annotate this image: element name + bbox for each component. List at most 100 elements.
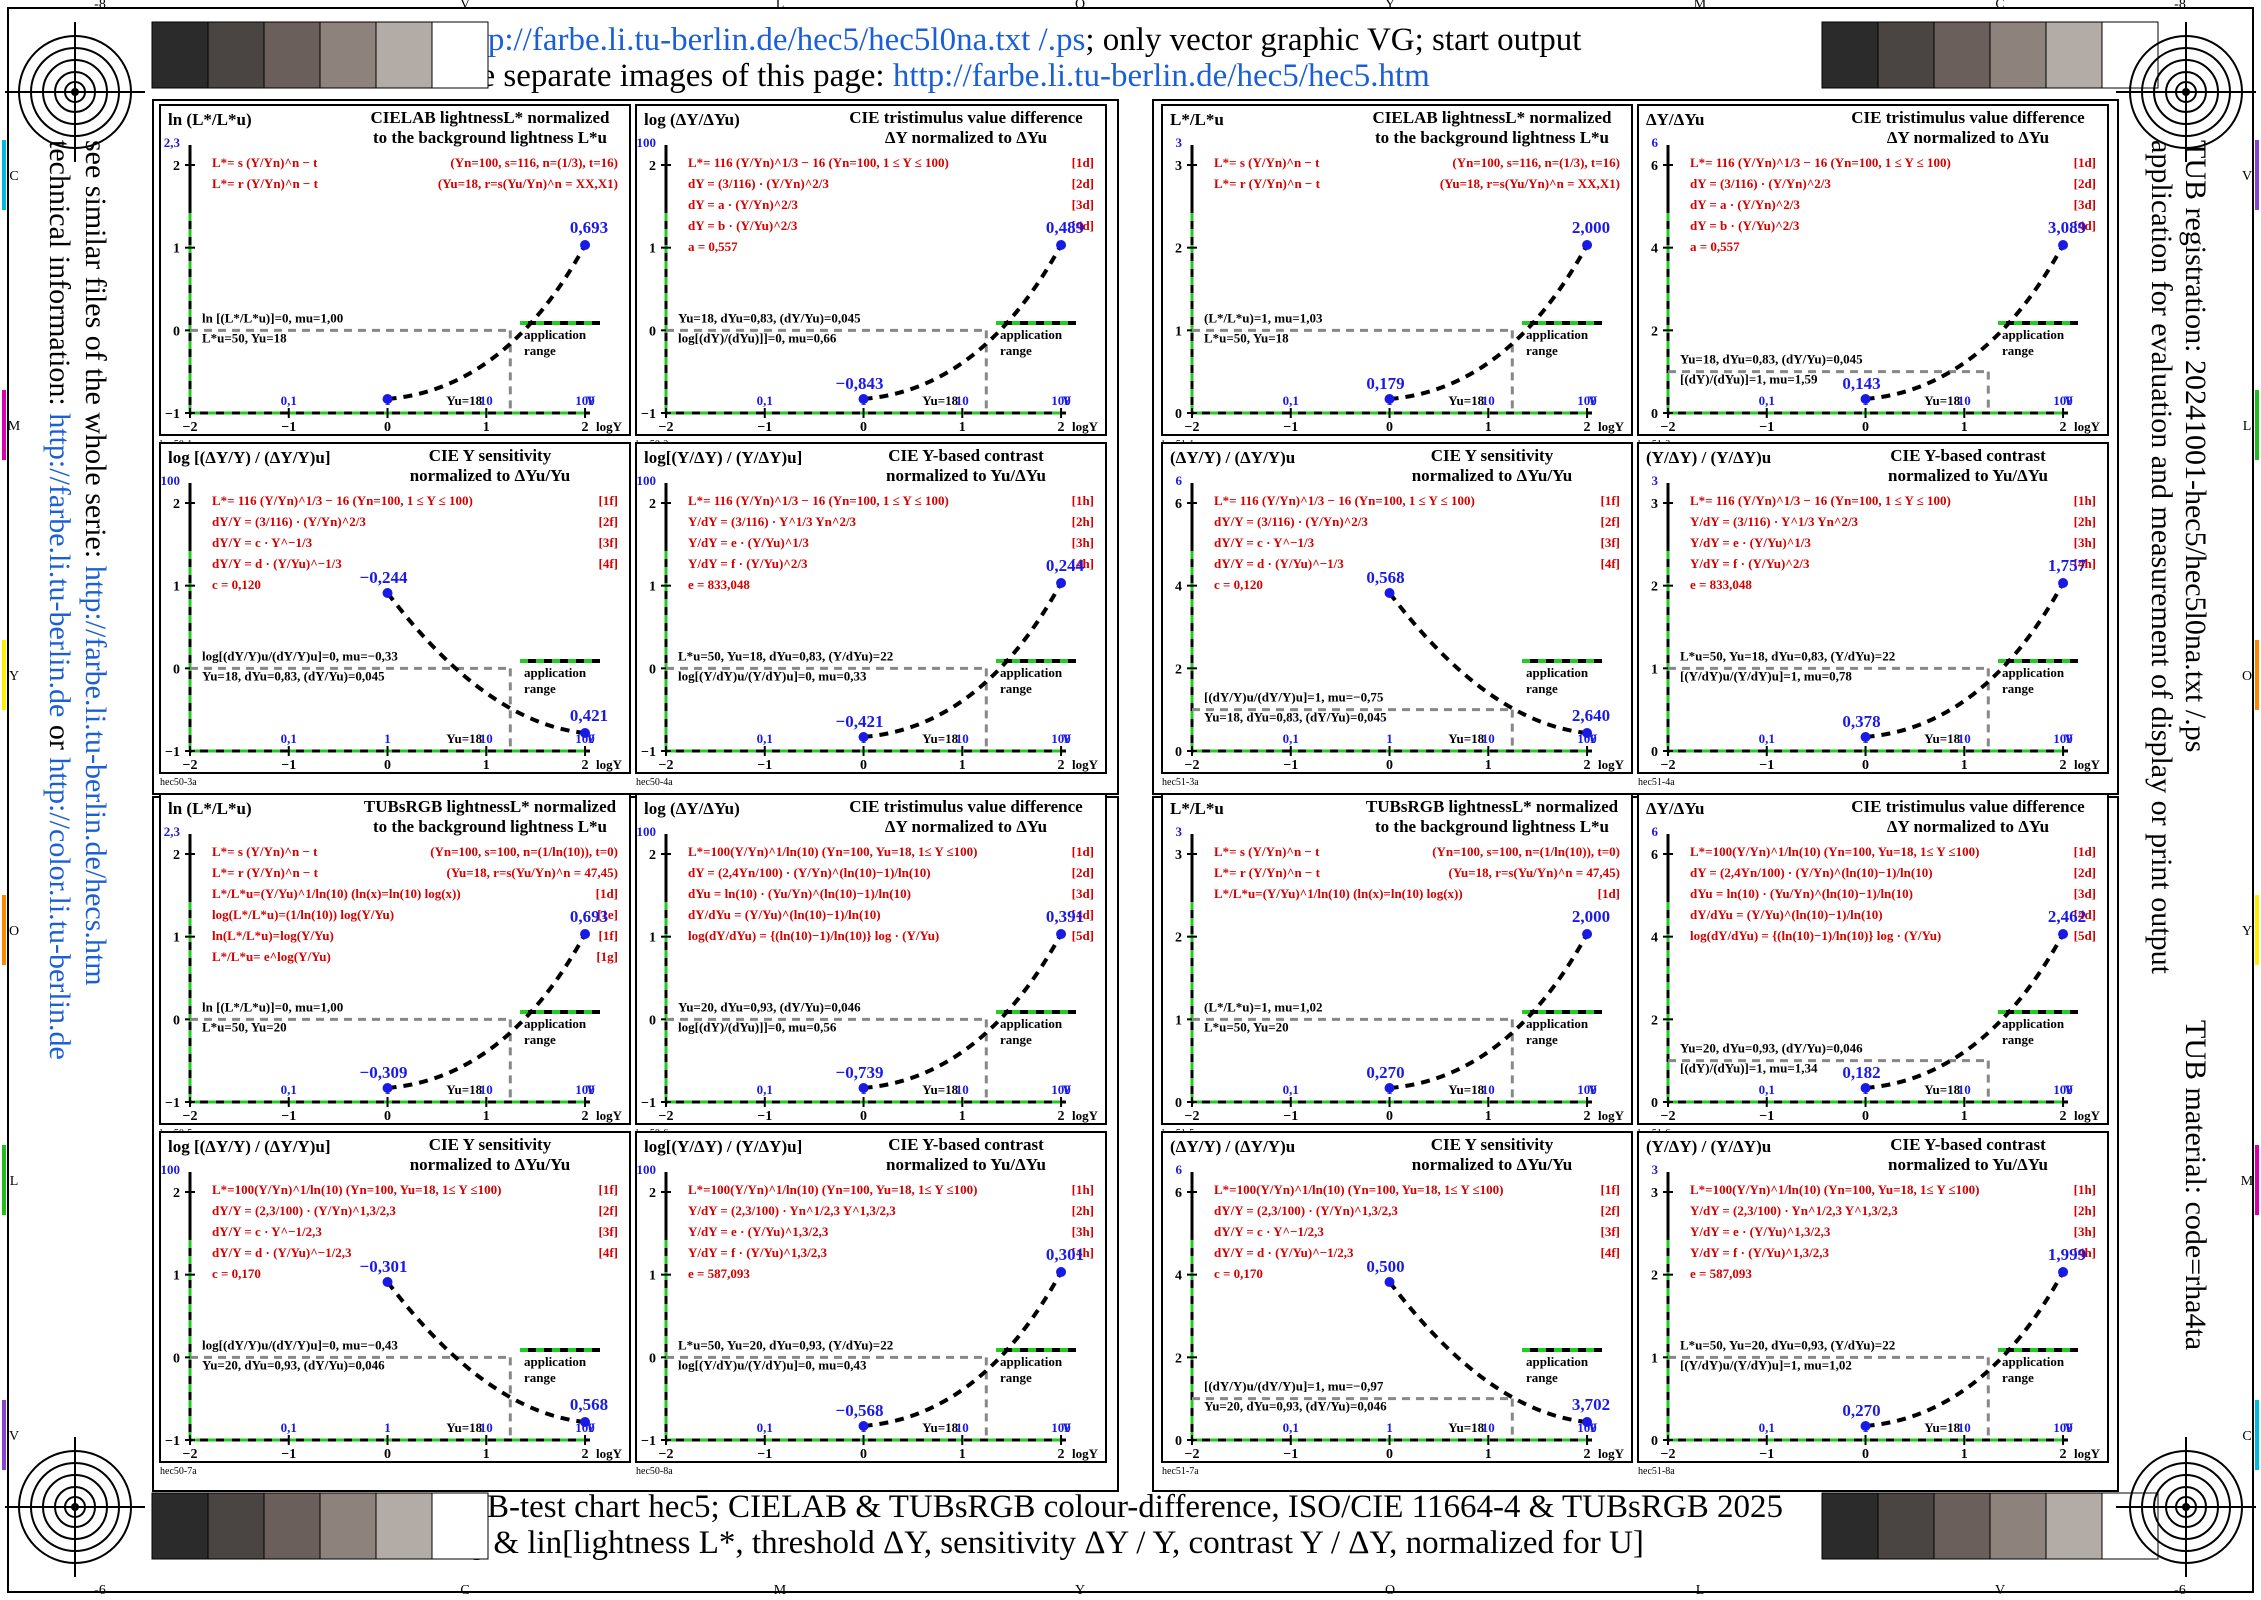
formula-line: dY/Y = (2,3/100) · (Y/Yn)^1,3/2,3 xyxy=(1214,1203,1398,1218)
formula-line: L*= s (Y/Yn)^n − t xyxy=(212,155,318,170)
info-line: [(dY/Y)u/(dY/Y)u]=1, mu=−0,75 xyxy=(1204,690,1384,705)
formula-line: c = 0,120 xyxy=(212,577,261,592)
data-point xyxy=(858,394,869,404)
formula-tag: (Yu=18, r=s(Yu/Yn)^n = XX,X1) xyxy=(1440,176,1620,191)
x-top-label: 10 xyxy=(1958,731,1971,746)
x-tick-label: 1 xyxy=(959,1447,966,1462)
range-legend-label: range xyxy=(524,1370,556,1385)
panel-subtitle: to the background lightness L*u xyxy=(1375,817,1609,836)
edge-mark-left: Y xyxy=(9,669,19,684)
y-tick-label: −1 xyxy=(641,745,656,760)
y-tick-label: −1 xyxy=(165,1096,180,1111)
x-top-label: 10 xyxy=(1482,1082,1495,1097)
edge-mark-left: L xyxy=(10,1174,19,1189)
x-tick-label: −2 xyxy=(659,420,674,435)
formula-line: L*/L*u=(Y/Yu)^1/ln(10) (ln(x)=ln(10) log… xyxy=(212,886,461,901)
x-top-label: 0,1 xyxy=(1759,1082,1775,1097)
x-top-label: 10 xyxy=(1482,393,1495,408)
data-curve xyxy=(863,1271,1063,1428)
info-line: log[(dY/Y)u/(dY/Y)u]=0, mu=−0,33 xyxy=(202,648,398,663)
panel-hec51-4a: (Y/ΔY) / (Y/ΔY)u CIE Y-based contrastnorm… xyxy=(1637,442,2109,788)
range-legend-label: application xyxy=(1526,1016,1589,1031)
formula-tag: [2d] xyxy=(1072,176,1094,191)
edge-mark-top: M xyxy=(1694,0,1707,12)
data-point-value: 2,000 xyxy=(1572,907,1610,926)
y-tick-label: 0 xyxy=(1175,745,1182,760)
panel-frame xyxy=(159,104,631,436)
x-tick-label: −2 xyxy=(183,758,198,773)
x-axis-label: logY xyxy=(596,419,623,434)
data-point xyxy=(858,1083,869,1093)
x-tick-label: −1 xyxy=(281,758,296,773)
data-point xyxy=(580,1417,591,1427)
range-legend-label: application xyxy=(524,327,587,342)
formula-tag: [4f] xyxy=(599,1245,619,1260)
panel-subtitle: ΔY normalized to ΔYu xyxy=(885,817,1047,836)
info-line: ln [(L*/L*u)]=0, mu=1,00 xyxy=(202,310,343,325)
formula-tag: [3d] xyxy=(1072,886,1094,901)
panel-frame xyxy=(1637,104,2109,436)
formula-tag: [2d] xyxy=(2074,865,2096,880)
x-top-label: 10 xyxy=(1958,1082,1971,1097)
formula-tag: [4h] xyxy=(2074,1245,2096,1260)
y-top-label: 100 xyxy=(637,1162,657,1177)
formula-tag: [1e] xyxy=(597,907,618,922)
data-point xyxy=(1056,1267,1067,1277)
panel-subtitle: normalized to Yu/ΔYu xyxy=(886,466,1046,485)
footer-line-1: TUB-test chart hec5; CIELAB & TUBsRGB co… xyxy=(443,1489,1783,1525)
header-link-htm[interactable]: http://farbe.li.tu-berlin.de/hec5/hec5.h… xyxy=(892,58,1430,94)
y-tick-label: 1 xyxy=(173,242,180,257)
formula-tag: [3d] xyxy=(1072,197,1094,212)
x-tick-label: 0 xyxy=(1386,758,1393,773)
x-tick-label: −1 xyxy=(1283,758,1298,773)
x-tick-label: 1 xyxy=(1961,420,1968,435)
yu-label: Yu=18 xyxy=(922,1082,958,1097)
x-tick-label: 0 xyxy=(860,1447,867,1462)
x-top-end: Y xyxy=(2064,1420,2074,1435)
info-line: ln [(L*/L*u)]=0, mu=1,00 xyxy=(202,999,343,1014)
x-tick-label: 1 xyxy=(959,758,966,773)
formula-line: Y/dY = e · (Y/Yu)^1,3/2,3 xyxy=(688,1224,829,1239)
formula-line: c = 0,170 xyxy=(1214,1266,1263,1281)
panel-subtitle: normalized to Yu/ΔYu xyxy=(886,1155,1046,1174)
panel-frame xyxy=(1637,793,2109,1125)
panel-y-title: ln (L*/L*u) xyxy=(168,110,252,129)
header-link-txt[interactable]: http://farbe.li.tu-berlin.de/hec5/hec5l0… xyxy=(453,22,1086,58)
formula-tag: [4d] xyxy=(2074,907,2096,922)
data-point xyxy=(382,394,393,404)
y-top-label: 6 xyxy=(1652,824,1659,839)
x-top-label: 10 xyxy=(480,1420,493,1435)
gray-patch xyxy=(1989,21,2047,89)
panel-id: hec50-3a xyxy=(160,777,197,788)
y-tick-label: 6 xyxy=(1651,159,1658,174)
data-point xyxy=(1860,394,1871,404)
footer-line-2: log & lin[lightness L*, threshold ΔY, se… xyxy=(443,1525,1644,1561)
y-tick-label: 3 xyxy=(1651,497,1658,512)
formula-line: log(dY/dYu) = {(ln(10)−1)/ln(10)} log · … xyxy=(1690,928,1941,943)
x-tick-label: −1 xyxy=(281,420,296,435)
gray-patch xyxy=(1821,1492,1879,1560)
y-top-label: 3 xyxy=(1652,1162,1659,1177)
x-tick-label: −1 xyxy=(757,420,772,435)
y-tick-label: 0 xyxy=(1651,1434,1658,1449)
x-top-end: Y xyxy=(1062,731,1072,746)
y-tick-label: 1 xyxy=(173,580,180,595)
range-legend-label: application xyxy=(524,665,587,680)
data-curve xyxy=(387,244,587,401)
formula-line: L*= 116 (Y/Yn)^1/3 − 16 (Yn=100, 1 ≤ Y ≤… xyxy=(1690,155,1951,170)
y-tick-label: 2 xyxy=(649,848,656,863)
y-tick-label: 2 xyxy=(1175,931,1182,946)
range-legend-label: range xyxy=(1000,343,1032,358)
data-point xyxy=(382,588,393,598)
x-top-label: 10 xyxy=(956,731,969,746)
data-curve xyxy=(863,582,1063,739)
panel-title: TUBsRGB lightnessL* normalized xyxy=(1366,797,1619,816)
formula-line: ln(L*/L*u)=log(Y/Yu) xyxy=(212,928,334,943)
info-line: log[(Y/dY)u/(Y/dY)u]=0, mu=0,43 xyxy=(678,1357,867,1372)
formula-line: dY = a · (Y/Yn)^2/3 xyxy=(1690,197,1800,212)
x-top-label: 100 xyxy=(1051,1082,1071,1097)
panel-y-title: log [(ΔY/Y) / (ΔY/Y)u] xyxy=(168,1137,331,1156)
formula-tag: [5d] xyxy=(2074,928,2096,943)
info-line: Yu=18, dYu=0,83, (dY/Yu)=0,045 xyxy=(1680,352,1863,367)
x-tick-label: −1 xyxy=(1759,758,1774,773)
